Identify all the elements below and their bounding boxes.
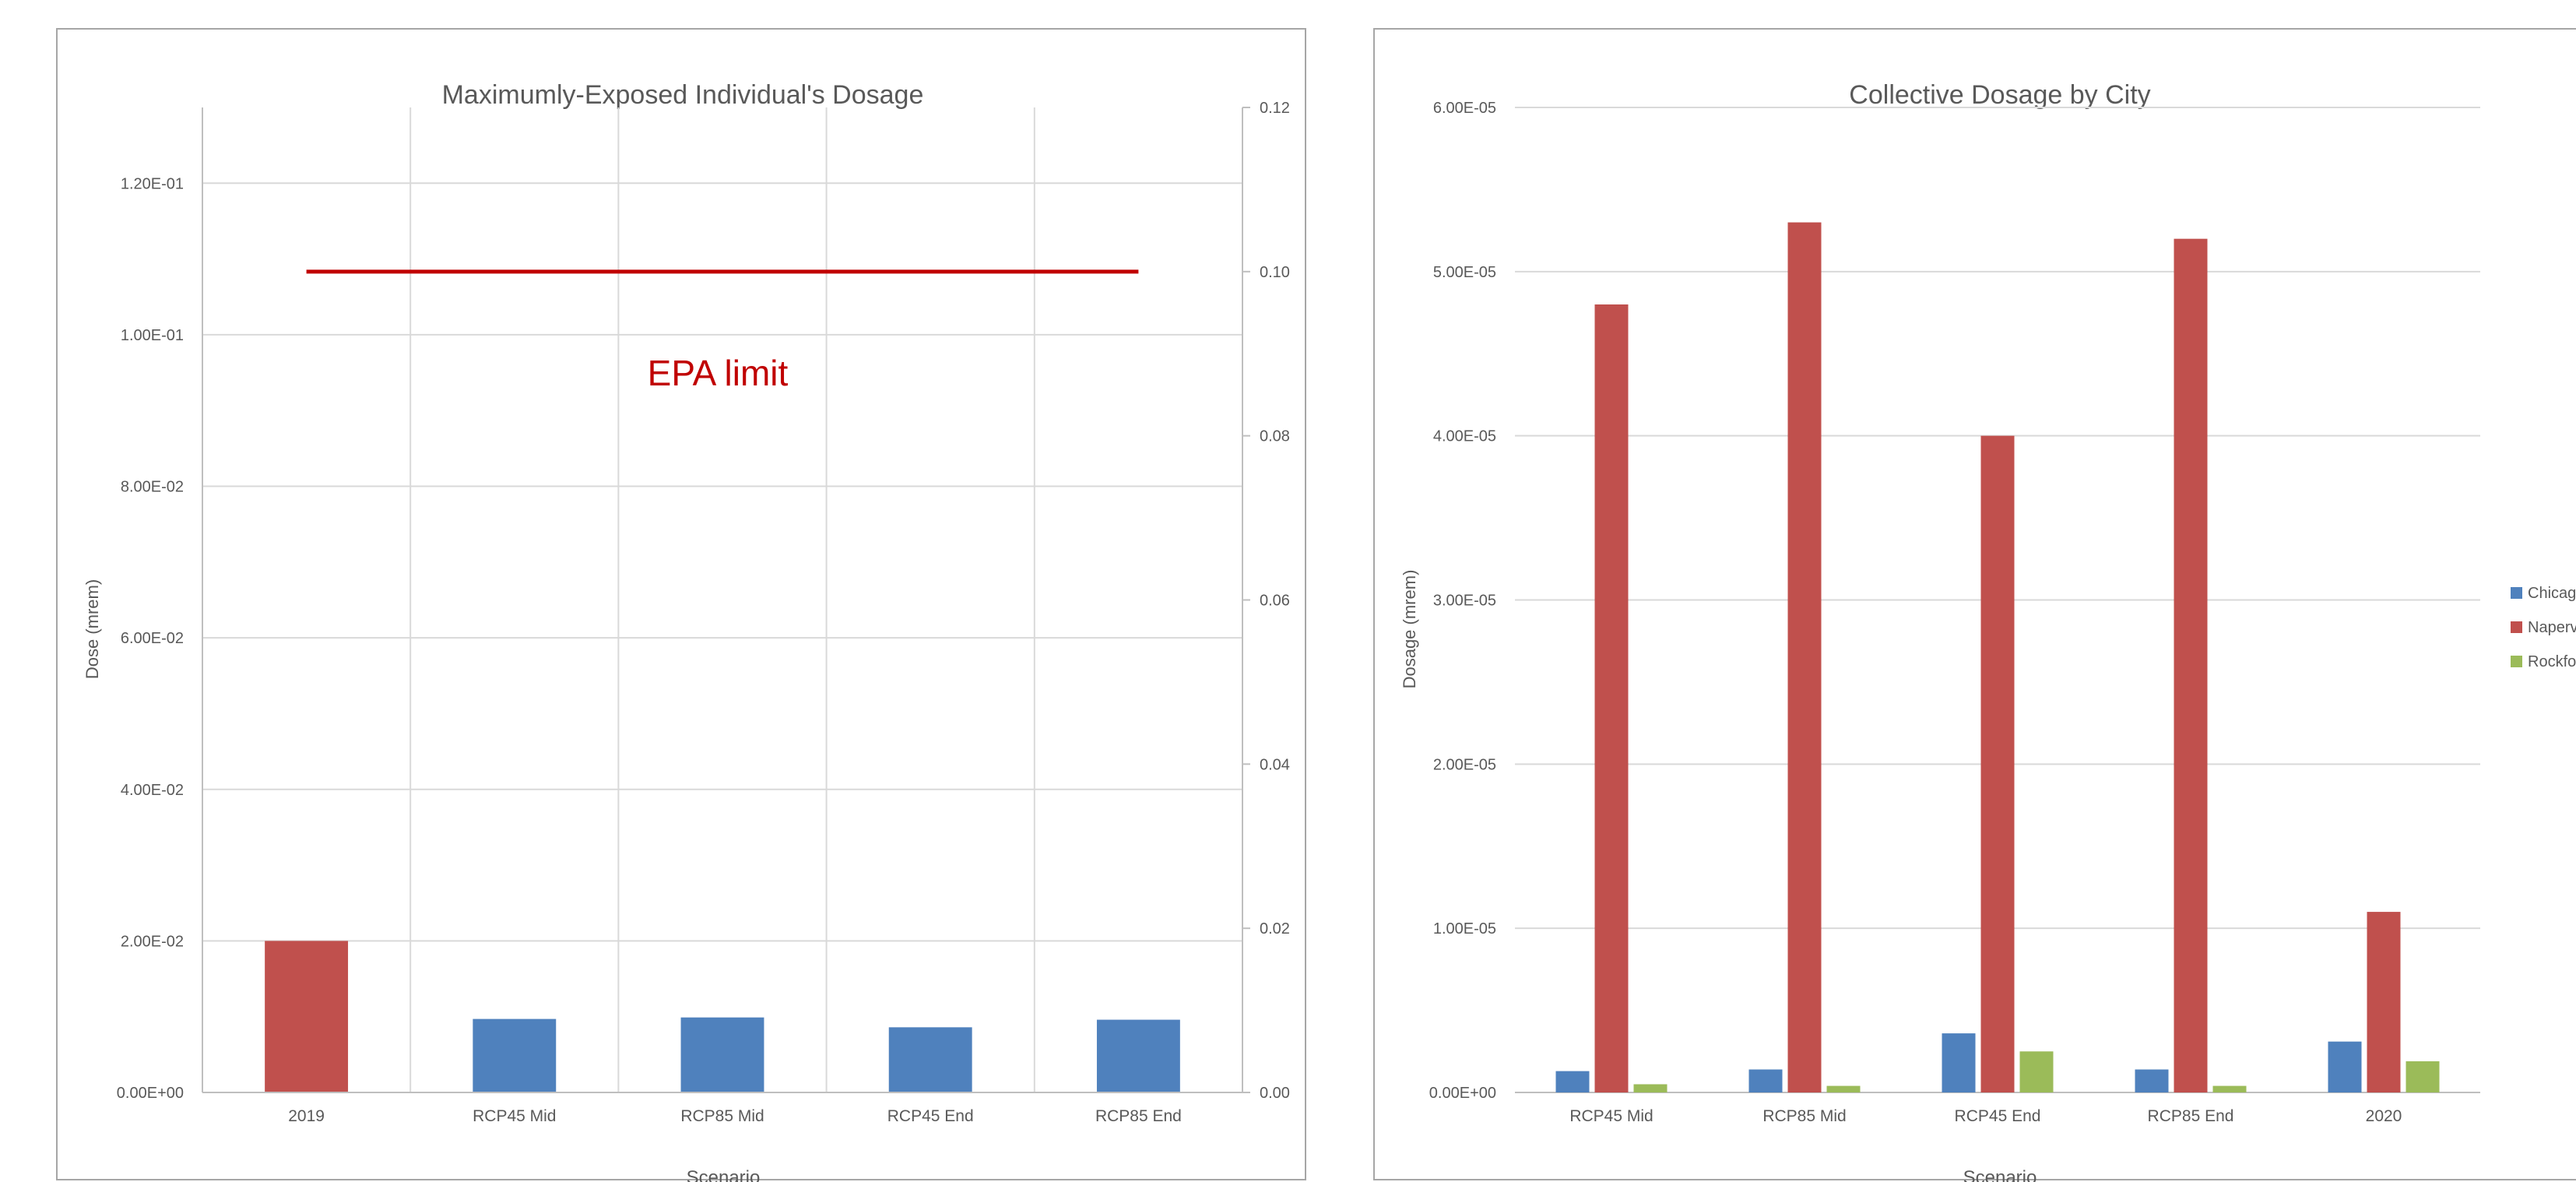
collective-y-axis-label: Dosage (mrem) [1400,570,1419,689]
epa-limit-annotation: EPA limit [648,353,789,393]
bar [2328,1041,2362,1092]
bar [2367,912,2401,1092]
bar [1748,1069,1783,1092]
y-tick-label: 8.00E-02 [121,479,184,496]
y-tick-label: 6.00E-05 [1433,100,1496,117]
x-tick-label: RCP85 Mid [1762,1107,1846,1125]
y-tick-label: 0.00E+00 [117,1085,184,1102]
secondary-y-tick-label: 0.12 [1260,100,1290,117]
legend-swatch [2511,656,2522,667]
bar [1594,304,1629,1092]
y-tick-label: 1.00E-01 [121,327,184,344]
secondary-y-tick-label: 0.02 [1260,920,1290,938]
x-tick-label: RCP85 End [1095,1107,1182,1125]
y-tick-label: 6.00E-02 [121,630,184,647]
legend-label: Rockfo [2528,653,2576,670]
bar [1096,1019,1180,1092]
y-tick-label: 2.00E-05 [1433,756,1496,773]
collective-dosage-chart: Collective Dosage by City Dosage (mrem) … [1400,80,2576,1182]
x-tick-label: RCP85 Mid [680,1107,764,1125]
mei-dosage-chart: Maximumly-Exposed Individual's Dosage Do… [83,80,1290,1182]
y-tick-label: 5.00E-05 [1433,264,1496,281]
collective-x-axis-label: Scenario [1963,1167,2037,1182]
bar [2406,1061,2440,1092]
legend-swatch [2511,621,2522,633]
y-tick-label: 4.00E-05 [1433,428,1496,445]
legend-label: Naperv [2528,619,2576,636]
collective-legend: Chicag Naperv Rockfo [2511,585,2576,670]
bar [680,1017,764,1092]
x-tick-label: 2019 [288,1107,325,1125]
collective-dosage-chart-panel: Collective Dosage by City Dosage (mrem) … [1373,28,2576,1182]
x-tick-label: RCP45 End [887,1107,974,1125]
y-tick-label: 0.00E+00 [1429,1085,1496,1102]
x-tick-label: RCP85 End [2148,1107,2234,1125]
legend-swatch [2511,587,2522,599]
mei-plot-area: 0.00E+00 2.00E-02 4.00E-02 6.00E-02 8.00E-02… [117,100,1290,1125]
mei-chart-title: Maximumly-Exposed Individual's Dosage [442,80,924,110]
bar [2019,1051,2054,1092]
y-tick-label: 4.00E-02 [121,782,184,799]
bar [1555,1071,1590,1092]
x-tick-label: RCP45 Mid [473,1107,556,1125]
x-tick-label: RCP45 Mid [1569,1107,1653,1125]
y-tick-label: 1.00E-05 [1433,920,1496,938]
secondary-y-tick-label: 0.06 [1260,593,1290,610]
secondary-y-tick-label: 0.00 [1260,1085,1290,1102]
bar [473,1018,557,1092]
secondary-y-tick-label: 0.10 [1260,264,1290,281]
collective-plot-area: 0.00E+00 1.00E-05 2.00E-05 3.00E-05 4.00E-05… [1429,100,2480,1125]
bar [1942,1033,1976,1092]
bar [1787,222,1822,1093]
secondary-y-tick-label: 0.08 [1260,428,1290,445]
y-tick-label: 2.00E-02 [121,933,184,950]
bar [2135,1069,2169,1092]
bar [1980,435,2015,1092]
bar [1826,1085,1861,1092]
bar [1633,1084,1668,1092]
bar [2174,238,2208,1093]
mei-dosage-chart-panel: Maximumly-Exposed Individual's Dosage Do… [56,28,1306,1182]
bar [265,941,349,1092]
mei-y-axis-label: Dose (mrem) [83,579,102,679]
x-tick-label: 2020 [2366,1107,2402,1125]
collective-chart-title: Collective Dosage by City [1849,80,2150,110]
x-tick-label: RCP45 End [1955,1107,2041,1125]
legend-label: Chicag [2528,585,2576,602]
y-tick-label: 3.00E-05 [1433,593,1496,610]
mei-x-axis-label: Scenario [687,1167,761,1182]
y-tick-label: 1.20E-01 [121,175,184,192]
bar [2212,1085,2247,1092]
secondary-y-tick-label: 0.04 [1260,756,1290,773]
bar [888,1027,972,1092]
